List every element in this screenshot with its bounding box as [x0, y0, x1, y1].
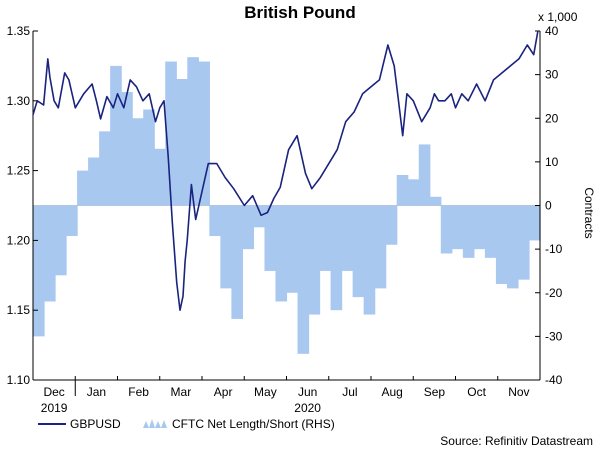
month-label: Nov [508, 385, 529, 399]
legend-gbpusd: GBPUSD [70, 417, 121, 431]
month-label: May [254, 385, 277, 399]
cftc-bar [462, 205, 475, 258]
cftc-bar [330, 205, 343, 311]
right-tick-label: -30 [545, 329, 563, 343]
cftc-bar [220, 205, 232, 289]
gbpusd-line [32, 30, 539, 312]
left-tick-label: 1.35 [7, 24, 31, 38]
right-tick-label: -10 [545, 242, 563, 256]
cftc-bar [66, 205, 78, 237]
cftc-bar [473, 205, 486, 250]
cftc-bar [154, 148, 166, 206]
cftc-bar [209, 205, 221, 237]
month-label: Sep [424, 385, 446, 399]
cftc-bar [242, 205, 255, 250]
x-axis: Dec Jan Feb Mar Apr May Jun Jul Aug Sep Oct Nov 2019… [41, 376, 530, 415]
cftc-bar [286, 205, 299, 293]
cftc-bar [396, 174, 409, 206]
legend-cftc: CFTC Net Length/Short (RHS) [172, 417, 335, 431]
right-tick-label: -20 [545, 286, 563, 300]
left-tick-label: 1.15 [7, 303, 31, 317]
left-tick-label: 1.25 [7, 164, 31, 178]
cftc-bar [528, 205, 541, 241]
cftc-bar [231, 205, 244, 319]
left-axis: 1.10 1.15 1.20 1.25 1.30 1.35 [7, 24, 38, 387]
right-tick-label: 40 [545, 24, 559, 38]
month-label: Jan [87, 385, 106, 399]
cftc-bar [143, 109, 155, 206]
cftc-bar [275, 205, 288, 302]
right-axis-units: x 1,000 [538, 10, 578, 24]
cftc-bar [374, 205, 387, 289]
cftc-bar [44, 205, 56, 302]
cftc-bar [264, 205, 277, 271]
month-label: Jun [298, 385, 317, 399]
cftc-bar [198, 61, 210, 206]
right-axis: -40 -30 -20 -10 0 10 20 30 40 [535, 24, 563, 387]
month-label: Mar [171, 385, 192, 399]
month-label: Dec [43, 385, 64, 399]
cftc-bar [165, 61, 177, 206]
cftc-bar [187, 57, 199, 206]
year-label: 2020 [294, 401, 321, 415]
cftc-bar [297, 205, 310, 354]
cftc-bar [33, 205, 45, 337]
month-label: Feb [128, 385, 149, 399]
cftc-bar [132, 118, 144, 206]
right-axis-label: Contracts [582, 187, 596, 238]
right-tick-label: -40 [545, 373, 563, 387]
cftc-bar [506, 205, 519, 289]
year-label: 2019 [41, 401, 68, 415]
cftc-bar [308, 205, 321, 315]
cftc-bar [363, 205, 376, 315]
cftc-bar [176, 78, 188, 206]
cftc-bar [440, 205, 453, 254]
left-tick-label: 1.30 [7, 94, 31, 108]
cftc-bar [517, 205, 530, 280]
left-tick-label: 1.10 [7, 373, 31, 387]
cftc-bars [33, 57, 541, 354]
month-label: Apr [214, 385, 233, 399]
cftc-bar [385, 205, 398, 245]
cftc-bar [55, 205, 67, 276]
cftc-bar [352, 205, 365, 298]
legend-bar-swatch [143, 419, 167, 428]
cftc-bar [341, 205, 354, 271]
gbpusd-line-group [32, 30, 539, 312]
month-label: Oct [467, 385, 486, 399]
cftc-bar [110, 65, 122, 206]
cftc-bar [418, 144, 431, 206]
cftc-bar [121, 92, 133, 206]
source-note: Source: Refinitiv Datastream [440, 434, 593, 448]
cftc-bar [495, 205, 508, 285]
month-label: Jul [342, 385, 357, 399]
legend: GBPUSD CFTC Net Length/Short (RHS) [38, 417, 335, 431]
left-tick-label: 1.20 [7, 233, 31, 247]
right-tick-label: 0 [545, 199, 552, 213]
cftc-bar [451, 205, 464, 250]
right-tick-label: 20 [545, 111, 559, 125]
right-tick-label: 30 [545, 68, 559, 82]
cftc-bar [319, 205, 332, 271]
cftc-bar [88, 157, 100, 206]
cftc-bar [407, 179, 420, 206]
cftc-bar [77, 170, 89, 206]
chart-title: British Pound [244, 3, 355, 22]
cftc-bar [429, 196, 442, 206]
month-label: Aug [381, 385, 402, 399]
cftc-bar [484, 205, 497, 258]
cftc-bar [253, 205, 266, 228]
cftc-bar [99, 131, 111, 206]
right-tick-label: 10 [545, 155, 559, 169]
